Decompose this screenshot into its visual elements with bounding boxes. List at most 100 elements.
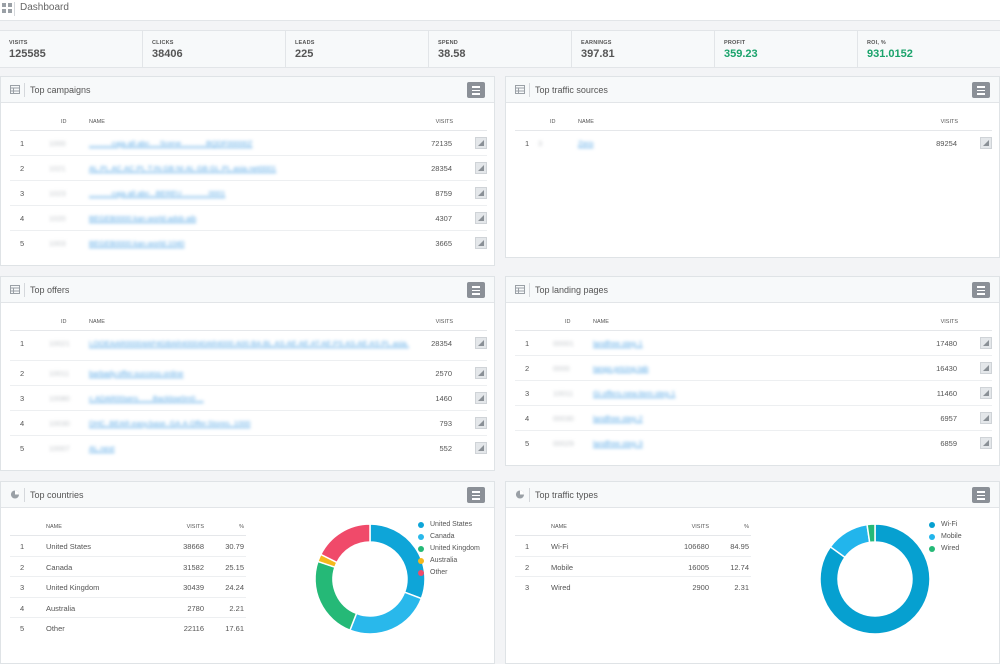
table-row: 2 0000 tango.pricing.tab 16430 [515, 356, 992, 381]
row-chart-button[interactable] [475, 392, 487, 404]
row-number: 3 [20, 189, 25, 198]
row-name-link[interactable]: landfree.step.1 [593, 339, 643, 348]
legend-item[interactable]: United States [418, 520, 480, 532]
row-visits: 22116 [183, 624, 204, 633]
legend-item[interactable]: Mobile [929, 532, 962, 544]
menu-button[interactable] [972, 82, 990, 98]
menu-button[interactable] [972, 282, 990, 298]
countries-donut-chart [314, 523, 426, 635]
stat-6: ROI, % 931.0152 [858, 31, 1000, 67]
row-chart-button[interactable] [475, 442, 487, 454]
row-name-link[interactable]: Zero [578, 139, 594, 148]
row-visits: 89254 [936, 139, 957, 148]
row-chart-button[interactable] [475, 212, 487, 224]
legend-item[interactable]: Wi-Fi [929, 520, 962, 532]
panel-header: Top countries [1, 482, 494, 508]
row-name-link[interactable]: AL.next [89, 444, 115, 453]
row-name-link[interactable]: ...........caja.all.abc...BEREU.........… [89, 189, 226, 198]
row-chart-button[interactable] [980, 412, 992, 424]
legend-label: Mobile [941, 533, 962, 540]
legend-label: Wired [941, 545, 960, 552]
row-chart-button[interactable] [475, 162, 487, 174]
row-number: 2 [20, 369, 25, 378]
donut-slice-canada[interactable] [348, 591, 423, 635]
legend-item[interactable]: Australia [418, 556, 480, 568]
donut-slice-wi-fi[interactable] [819, 523, 931, 635]
divider [24, 83, 25, 97]
row-name-link[interactable]: c.ADAR00sers.......Backlow0m0.... [89, 394, 204, 403]
menu-button[interactable] [972, 487, 990, 503]
row-chart-button[interactable] [475, 367, 487, 379]
row-visits: 30439 [183, 583, 204, 592]
col-id: ID [550, 119, 556, 125]
row-name-link[interactable]: barbady.offer.success.online [89, 369, 184, 378]
legend-item[interactable]: United Kingdom [418, 544, 480, 556]
row-chart-button[interactable] [475, 417, 487, 429]
panel-header: Top landing pages [506, 277, 999, 303]
stat-label: PROFIT [724, 40, 746, 46]
panel-header: Top offers [1, 277, 494, 303]
donut-slice-wired[interactable] [866, 523, 876, 544]
row-name-link[interactable]: AL.PL.AC.AC.PL.T.IN.GB.NI.AL.GB.GL.PL.as… [89, 164, 277, 173]
menu-button[interactable] [467, 487, 485, 503]
divider [14, 2, 15, 16]
stat-value: 125585 [9, 48, 46, 60]
table-row: 5 00029 landfree.step.3 6859 [515, 431, 992, 456]
row-visits: 552 [439, 444, 452, 453]
row-chart-button[interactable] [980, 337, 992, 349]
menu-button[interactable] [467, 82, 485, 98]
donut-slice-united-kingdom[interactable] [314, 560, 358, 632]
row-number: 1 [525, 139, 530, 148]
dashboard-icon[interactable] [2, 3, 12, 13]
row-percent: 24.24 [225, 583, 244, 592]
row-chart-button[interactable] [475, 337, 487, 349]
stat-4: EARNINGS 397.81 [572, 31, 715, 67]
legend-swatch [418, 522, 424, 528]
row-name: Canada [46, 562, 73, 572]
panel-top-traffic-types: Top traffic types NAME VISITS% 1 Wi-Fi 10668… [505, 481, 1000, 664]
legend-item[interactable]: Other [418, 568, 480, 580]
table-row: 4 1020 BEGEB0000.kan.world.adsb.aib 4307 [10, 206, 487, 231]
row-chart-button[interactable] [980, 437, 992, 449]
row-name-link[interactable]: BEGEB0000.kan.world.1040 [89, 239, 185, 248]
col-visits: VISITS [435, 119, 453, 125]
row-name-link[interactable]: BEGEB0000.kan.world.adsb.aib [89, 214, 197, 223]
row-chart-button[interactable] [475, 137, 487, 149]
table-icon [10, 285, 20, 294]
row-chart-button[interactable] [475, 187, 487, 199]
row-visits: 11460 [936, 389, 957, 398]
row-chart-button[interactable] [475, 237, 487, 249]
types-legend: Wi-Fi Mobile Wired [929, 520, 962, 556]
countries-legend: United States Canada United Kingdom Austral… [418, 520, 480, 580]
row-name-link[interactable]: ...........caja.all.abc.....Scene.......… [89, 139, 253, 148]
row-name-link[interactable]: DHC..BEAR.easy.base..GA.A.Offer.Stores..… [89, 419, 251, 428]
donut-slice-united-states[interactable] [369, 523, 426, 600]
row-id: 00001 [553, 339, 574, 348]
row-name-link[interactable]: landfree.step.3 [593, 439, 643, 448]
pie-chart-icon [515, 490, 525, 499]
row-name-link[interactable]: landfree.step.2 [593, 414, 643, 423]
legend-item[interactable]: Canada [418, 532, 480, 544]
row-number: 4 [20, 214, 25, 223]
row-visits: 31582 [183, 562, 204, 572]
table-row: 5 10007 AL.next 552 [10, 436, 487, 461]
table-row: 5 Other 22116 17.61 [10, 618, 246, 639]
legend-item[interactable]: Wired [929, 544, 962, 556]
row-number: 4 [20, 603, 25, 613]
menu-button[interactable] [467, 282, 485, 298]
panel-top-campaigns: Top campaigns ID NAME VISITS 1 1000.........… [0, 76, 495, 266]
row-visits: 4307 [435, 214, 452, 223]
row-name-link[interactable]: tango.pricing.tab [593, 364, 649, 373]
row-chart-button[interactable] [980, 137, 992, 149]
row-percent: 12.74 [730, 562, 749, 572]
row-chart-button[interactable] [980, 387, 992, 399]
row-name: United Kingdom [46, 583, 100, 592]
row-name: Mobile [551, 562, 574, 572]
row-visits: 8759 [435, 189, 452, 198]
row-chart-button[interactable] [980, 362, 992, 374]
row-visits: 2570 [435, 369, 452, 378]
donut-slice-other[interactable] [319, 523, 371, 564]
row-name-link[interactable]: Gi.offers.new.item.step.1 [593, 389, 676, 398]
col-percent: % [239, 524, 244, 530]
row-name-link[interactable]: LOOEAAR00004AP4GBAR400040AR4000.A00.BA.B… [89, 339, 409, 348]
